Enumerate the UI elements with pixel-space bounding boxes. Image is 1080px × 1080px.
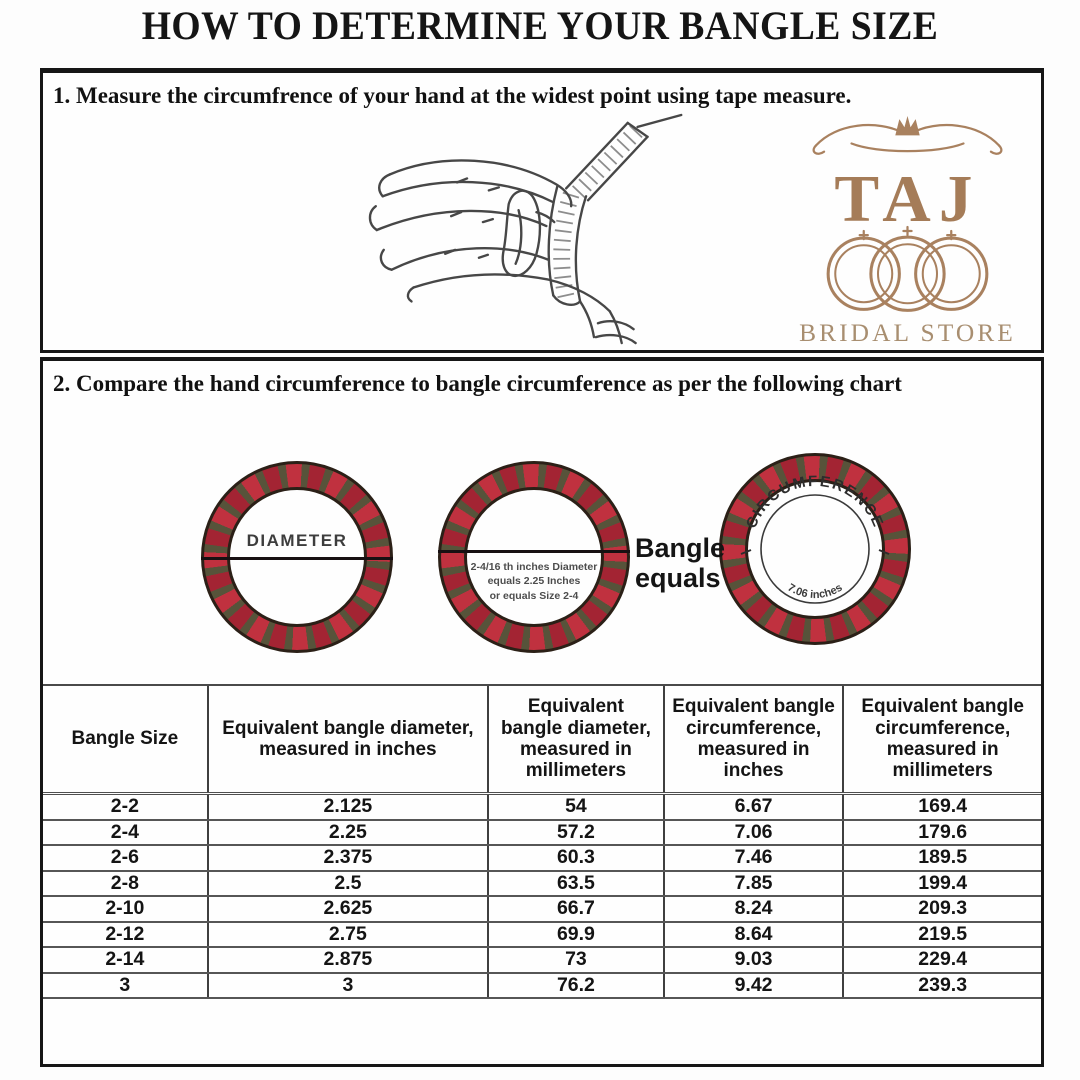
cell-diameter-in: 2.75 xyxy=(206,921,489,948)
logo-subtitle: BRIDAL STORE xyxy=(799,318,1016,347)
caption-line: or equals Size 2-4 xyxy=(489,589,579,602)
cell-bangle-size: 2-14 xyxy=(43,947,208,974)
cell-bangle-size: 2-6 xyxy=(43,845,208,872)
equals-line2: equals xyxy=(635,563,721,594)
bangle-hole xyxy=(464,487,604,627)
cell-bangle-size: 2-2 xyxy=(43,793,208,821)
cell-diameter-mm: 54 xyxy=(487,793,664,821)
cell-circumference-mm: 189.5 xyxy=(842,845,1041,872)
column-header: Equivalent bangle diameter, measured in … xyxy=(206,684,489,795)
cell-diameter-mm: 76.2 xyxy=(487,972,664,999)
bangle-diagram-diameter: DIAMETER xyxy=(201,461,393,653)
cell-circumference-mm: 229.4 xyxy=(842,947,1041,974)
cell-circumference-in: 7.06 xyxy=(662,819,844,846)
cell-diameter-in: 2.125 xyxy=(206,793,489,821)
diameter-line xyxy=(201,557,393,560)
cell-diameter-mm: 60.3 xyxy=(487,845,664,872)
table-row: 2-12 2.75 69.9 8.64 219.5 xyxy=(43,921,1041,948)
step1-panel: 1. Measure the circumfrence of your hand… xyxy=(40,68,1044,353)
column-header: Equivalent bangle circumference, measure… xyxy=(842,684,1041,795)
cell-circumference-in: 9.03 xyxy=(662,947,844,974)
logo-rings-icon xyxy=(826,225,989,312)
cell-circumference-mm: 209.3 xyxy=(842,896,1041,923)
cell-circumference-mm: 169.4 xyxy=(842,793,1041,821)
cell-circumference-mm: 239.3 xyxy=(842,972,1041,999)
bangle-equals-label: Bangle equals xyxy=(635,533,725,593)
cell-circumference-mm: 219.5 xyxy=(842,921,1041,948)
svg-text:CIRCUMFERENCE: CIRCUMFERENCE xyxy=(743,473,887,531)
column-header: Bangle Size xyxy=(43,684,208,795)
cell-diameter-mm: 57.2 xyxy=(487,819,664,846)
cell-circumference-in: 7.46 xyxy=(662,845,844,872)
table-row: 2-2 2.125 54 6.67 169.4 xyxy=(43,793,1041,821)
cell-bangle-size: 3 xyxy=(43,972,208,999)
svg-text:7.06 inches: 7.06 inches xyxy=(785,582,844,601)
cell-diameter-mm: 66.7 xyxy=(487,896,664,923)
column-header: Equivalent bangle circumference, measure… xyxy=(662,684,844,795)
circumference-annotation: CIRCUMFERENCE 7.06 inches xyxy=(740,473,890,604)
table-header-row: Bangle Size Equivalent bangle diameter, … xyxy=(43,684,1041,795)
step2-panel: 2. Compare the hand circumference to ban… xyxy=(40,357,1044,1067)
cell-diameter-mm: 69.9 xyxy=(487,921,664,948)
cell-bangle-size: 2-10 xyxy=(43,896,208,923)
table-row: 2-10 2.625 66.7 8.24 209.3 xyxy=(43,896,1041,923)
cell-diameter-in: 3 xyxy=(206,972,489,999)
logo-name: TAJ xyxy=(834,161,980,236)
table-row: 2-14 2.875 73 9.03 229.4 xyxy=(43,947,1041,974)
bangle-diagram-size-example: 2-4/16 th inches Diameter equals 2.25 In… xyxy=(438,461,630,653)
bangle-diagram-circumference: CIRCUMFERENCE 7.06 inches xyxy=(719,453,911,645)
diameter-line xyxy=(438,549,630,553)
size-example-caption: 2-4/16 th inches Diameter equals 2.25 In… xyxy=(467,560,601,604)
caption-line: equals 2.25 Inches xyxy=(487,575,581,588)
cell-bangle-size: 2-4 xyxy=(43,819,208,846)
cell-diameter-in: 2.25 xyxy=(206,819,489,846)
cell-diameter-in: 2.875 xyxy=(206,947,489,974)
hand-measurement-illustration xyxy=(358,113,703,351)
bangle-size-table: Bangle Size Equivalent bangle diameter, … xyxy=(43,684,1041,999)
step2-instruction: 2. Compare the hand circumference to ban… xyxy=(53,371,902,396)
logo-flourish-icon xyxy=(812,123,1003,155)
cell-diameter-mm: 73 xyxy=(487,947,664,974)
cell-diameter-in: 2.625 xyxy=(206,896,489,923)
cell-bangle-size: 2-12 xyxy=(43,921,208,948)
table-row: 2-8 2.5 63.5 7.85 199.4 xyxy=(43,870,1041,897)
circumference-label: CIRCUMFERENCE xyxy=(743,473,885,531)
cell-circumference-in: 7.85 xyxy=(662,870,844,897)
bangle-hole xyxy=(745,479,885,619)
cell-diameter-in: 2.5 xyxy=(206,870,489,897)
cell-diameter-in: 2.375 xyxy=(206,845,489,872)
caption-line: 2-4/16 th inches Diameter xyxy=(470,560,598,573)
equals-line1: Bangle xyxy=(635,533,726,563)
table-row: 3 3 76.2 9.42 239.3 xyxy=(43,972,1041,999)
cell-circumference-in: 9.42 xyxy=(662,972,844,999)
crown-icon xyxy=(895,116,920,136)
cell-circumference-mm: 179.6 xyxy=(842,819,1041,846)
page-title: HOW TO DETERMINE YOUR BANGLE SIZE xyxy=(141,3,939,48)
diameter-label: DIAMETER xyxy=(246,531,348,550)
cell-circumference-in: 8.64 xyxy=(662,921,844,948)
column-header: Equivalent bangle diameter, measured in … xyxy=(487,684,664,795)
table-row: 2-6 2.375 60.3 7.46 189.5 xyxy=(43,845,1041,872)
taj-bridal-store-logo: TAJ BRIDAL STORE xyxy=(790,113,1025,347)
step1-instruction: 1. Measure the circumfrence of your hand… xyxy=(53,83,852,108)
cell-circumference-in: 6.67 xyxy=(662,793,844,821)
table-row: 2-4 2.25 57.2 7.06 179.6 xyxy=(43,819,1041,846)
cell-circumference-in: 8.24 xyxy=(662,896,844,923)
cell-circumference-mm: 199.4 xyxy=(842,870,1041,897)
circumference-value: 7.06 inches xyxy=(785,582,844,601)
cell-diameter-mm: 63.5 xyxy=(487,870,664,897)
hand-tape-icon xyxy=(368,113,683,345)
cell-bangle-size: 2-8 xyxy=(43,870,208,897)
